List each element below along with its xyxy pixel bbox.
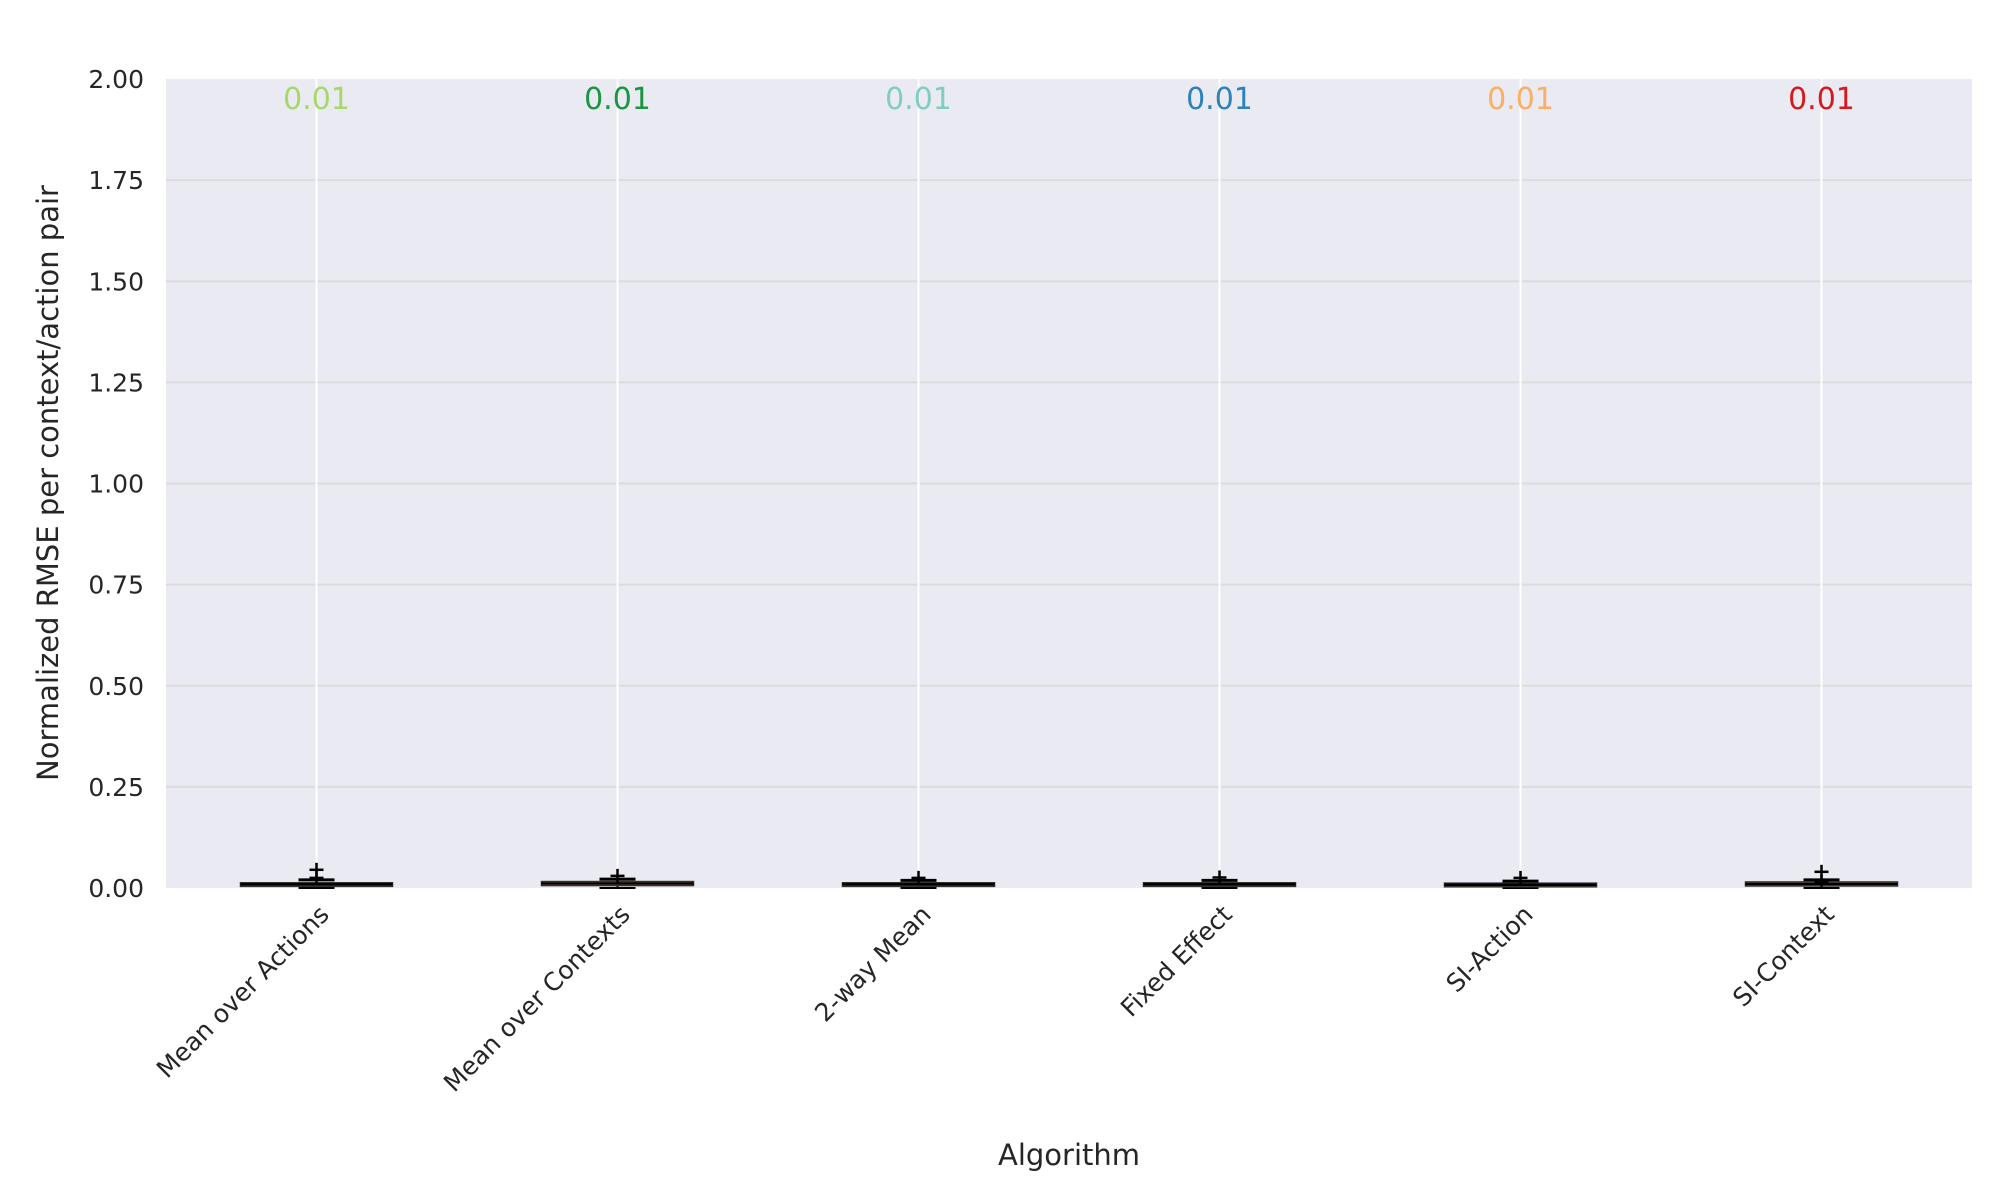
median-value-label: 0.01 [584,82,651,117]
median-value-label: 0.01 [1788,82,1855,117]
x-tick-label: SI-Context [1727,900,1840,1013]
median-labels: 0.01 0.01 0.01 0.01 0.01 0.01 [283,82,1855,117]
y-tick-label: 1.25 [88,368,144,397]
outlier-marker [1513,870,1528,885]
median-value-label: 0.01 [1186,82,1253,117]
y-tick-labels: 0.00 0.25 0.50 0.75 1.00 1.25 1.50 1.75 2.00 [88,65,144,903]
x-tick-label: Mean over Actions [151,900,335,1084]
outlier-marker [610,868,625,883]
y-tick-label: 0.75 [88,571,144,600]
x-tick-label: Mean over Contexts [438,900,636,1098]
y-tick-label: 1.00 [88,470,144,499]
median-value-label: 0.01 [283,82,350,117]
y-tick-label: 0.50 [88,672,144,701]
outlier-marker [1212,870,1227,885]
y-tick-label: 2.00 [88,65,144,94]
median-value-label: 0.01 [885,82,952,117]
y-tick-label: 1.75 [88,166,144,195]
y-tick-label: 1.50 [88,267,144,296]
y-axis-title: Normalized RMSE per context/action pair [31,185,65,781]
outlier-marker [911,870,926,885]
y-tick-label: 0.00 [88,874,144,903]
outlier-marker [1814,864,1829,879]
y-tick-label: 0.25 [88,773,144,802]
boxes [239,862,1899,889]
x-axis-title: Algorithm [998,1138,1140,1172]
x-tick-label: SI-Action [1440,900,1538,998]
median-value-label: 0.01 [1487,82,1554,117]
x-tick-label: Fixed Effect [1115,900,1238,1023]
grid-lines [166,79,1972,888]
outlier-marker [309,862,324,877]
x-tick-labels: Mean over Actions Mean over Contexts 2-way… [151,900,1840,1098]
x-tick-label: 2-way Mean [809,900,937,1028]
